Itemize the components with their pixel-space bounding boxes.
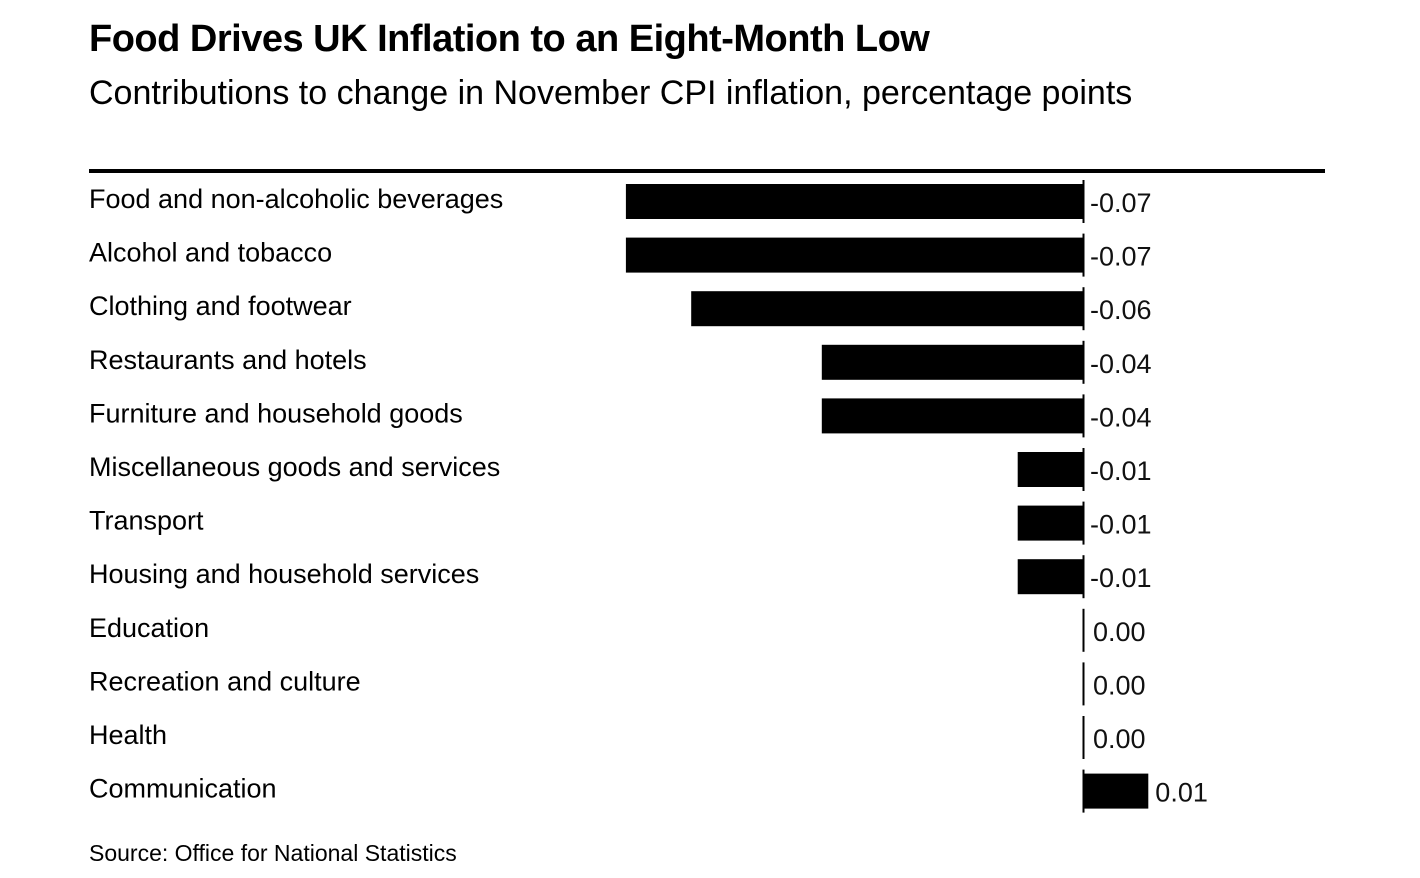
- category-label: Furniture and household goods: [89, 398, 463, 428]
- bar-row: Miscellaneous goods and services -0.01: [89, 448, 1152, 491]
- bar-row: Furniture and household goods -0.04: [89, 394, 1152, 438]
- bar: [625, 184, 1083, 219]
- category-label: Clothing and footwear: [89, 291, 352, 321]
- value-label: -0.01: [1090, 510, 1152, 540]
- category-label: Recreation and culture: [89, 666, 361, 696]
- value-label: -0.04: [1090, 402, 1152, 432]
- value-label: 0.00: [1093, 617, 1146, 647]
- category-label: Alcohol and tobacco: [89, 238, 332, 268]
- bar-row: Recreation and culture 0.00: [89, 662, 1146, 706]
- bar: [691, 291, 1083, 327]
- chart-subtitle: Contributions to change in November CPI …: [89, 74, 1133, 112]
- category-label: Miscellaneous goods and services: [89, 452, 500, 482]
- value-label: 0.00: [1093, 724, 1146, 754]
- bar-row: Restaurants and hotels -0.04: [89, 340, 1152, 384]
- bar-row: Communication 0.01: [89, 769, 1208, 813]
- value-label: -0.06: [1090, 295, 1152, 325]
- bar-row: Housing and household services -0.01: [89, 555, 1152, 599]
- category-label: Housing and household services: [89, 559, 479, 589]
- bar: [821, 398, 1083, 434]
- bar: [821, 344, 1083, 380]
- value-label: -0.01: [1090, 456, 1152, 486]
- source-note: Source: Office for National Statistics: [89, 840, 457, 866]
- bar: [625, 237, 1083, 273]
- value-label: -0.07: [1090, 188, 1152, 218]
- chart-title: Food Drives UK Inflation to an Eight-Mon…: [89, 18, 930, 60]
- bar-row: Alcohol and tobacco -0.07: [89, 233, 1152, 277]
- category-label: Education: [89, 613, 209, 643]
- bar: [1017, 452, 1083, 487]
- bar-row: Education 0.00: [89, 608, 1146, 652]
- bar: [1083, 773, 1149, 809]
- bar-row: Transport -0.01: [89, 501, 1152, 545]
- value-label: 0.01: [1155, 778, 1208, 808]
- bar-row: Clothing and footwear -0.06: [89, 287, 1152, 331]
- category-label: Communication: [89, 774, 277, 804]
- category-label: Restaurants and hotels: [89, 345, 367, 375]
- bar: [1017, 505, 1083, 541]
- top-rule: [89, 169, 1325, 173]
- category-label: Transport: [89, 506, 204, 536]
- bar-row: Health 0.00: [89, 716, 1146, 759]
- bar: [1017, 559, 1083, 595]
- bar-row: Food and non-alcoholic beverages -0.07: [89, 180, 1152, 223]
- category-label: Health: [89, 720, 167, 750]
- value-label: 0.00: [1093, 670, 1146, 700]
- value-label: -0.01: [1090, 563, 1152, 593]
- value-label: -0.07: [1090, 242, 1152, 272]
- category-label: Food and non-alcoholic beverages: [89, 184, 503, 214]
- value-label: -0.04: [1090, 349, 1152, 379]
